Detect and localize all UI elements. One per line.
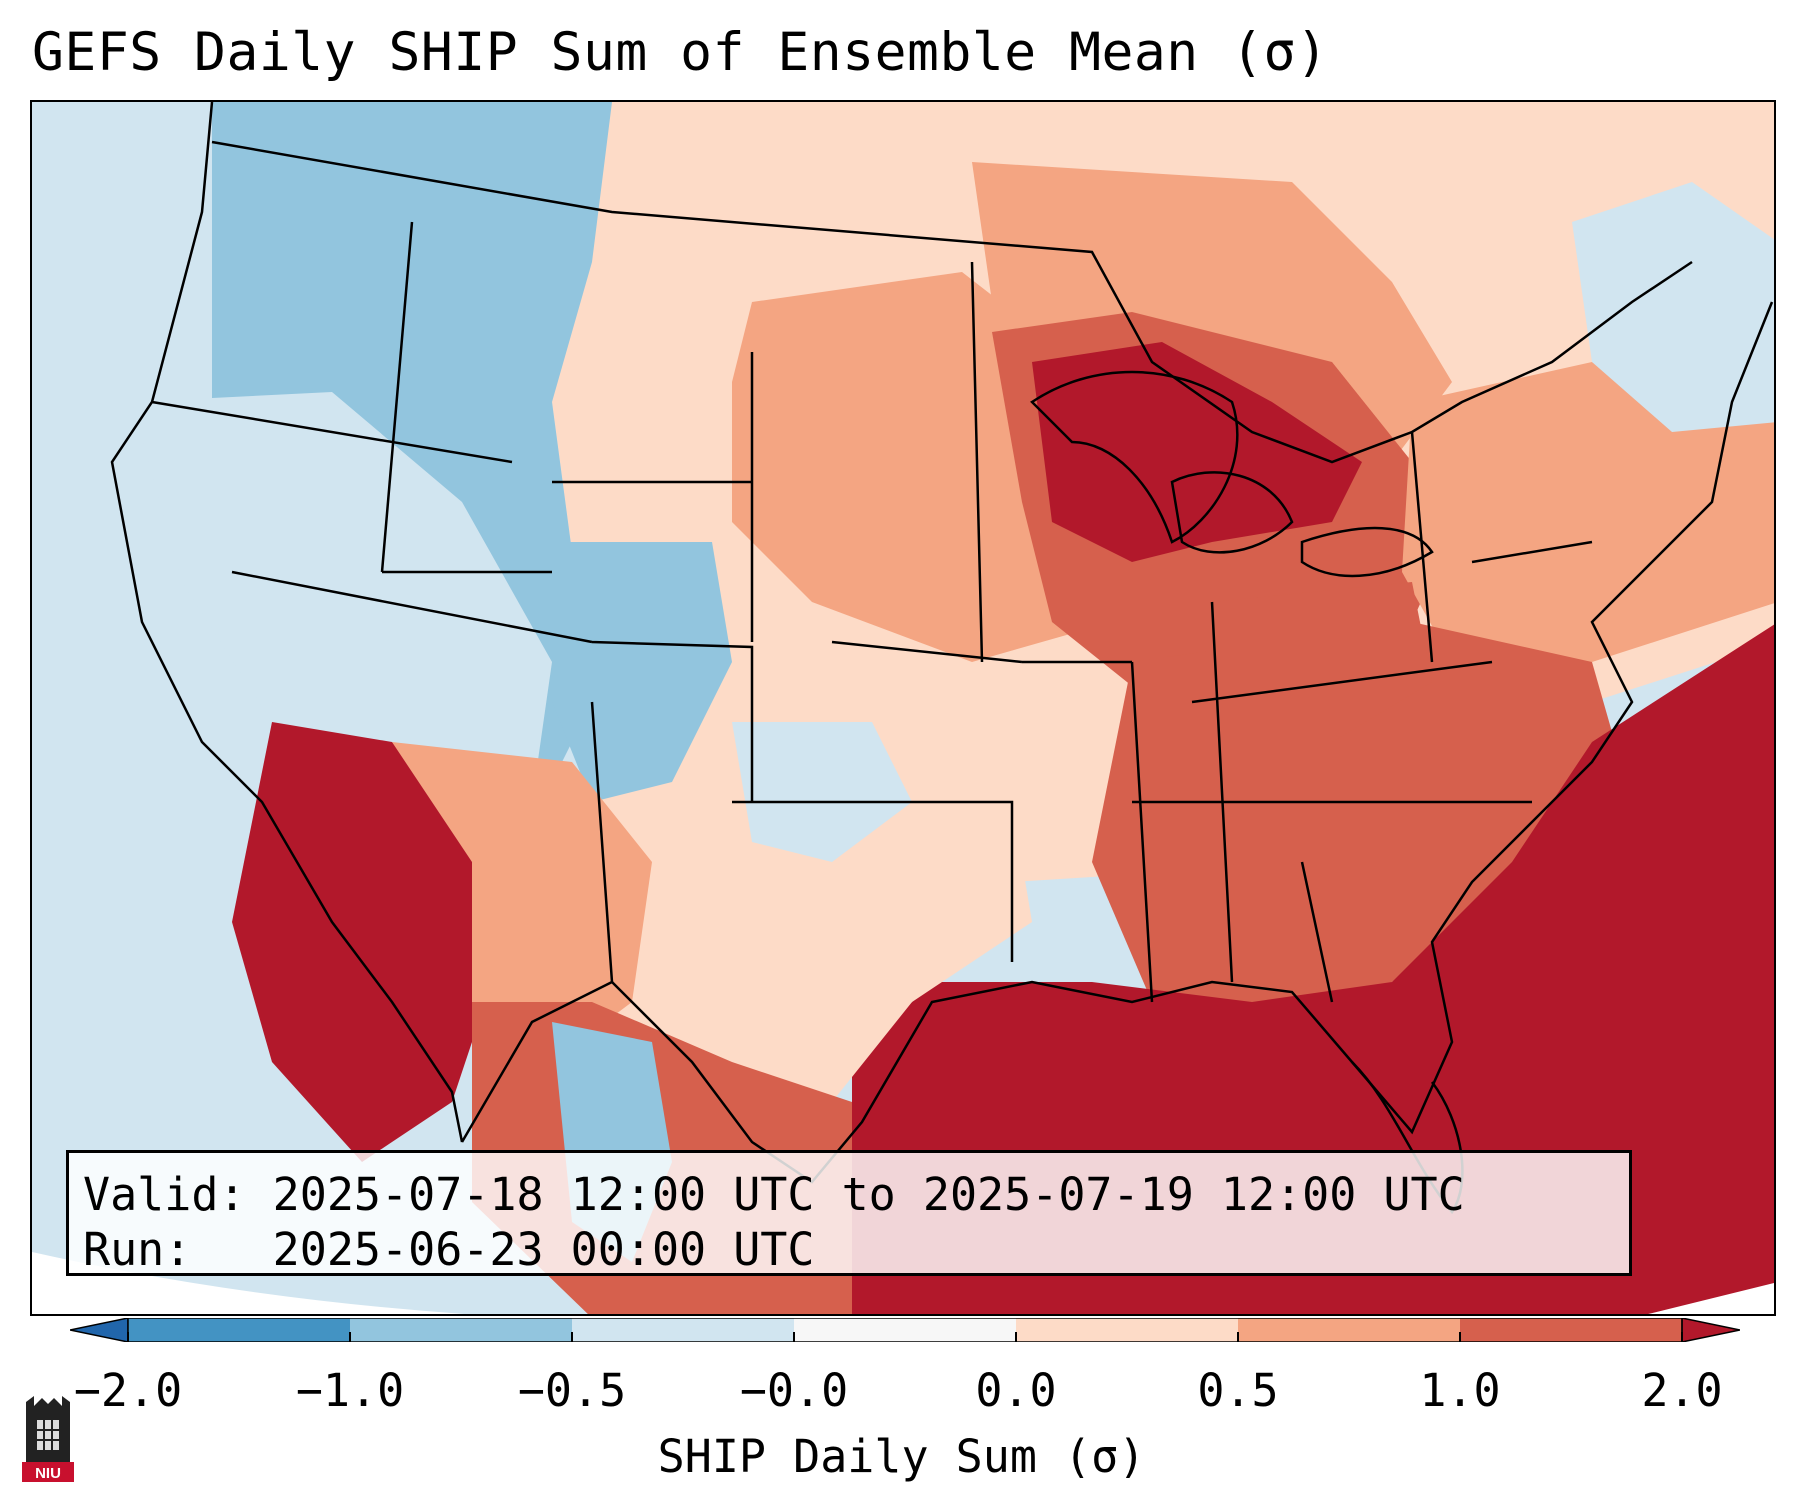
- boundaries: [110, 102, 1774, 1215]
- page-title: GEFS Daily SHIP Sum of Ensemble Mean (σ): [32, 22, 1329, 83]
- colorbar: [70, 1318, 1740, 1342]
- colorbar-frame: [127, 1318, 1683, 1342]
- colorbar-bin: [794, 1318, 1016, 1342]
- colorbar-tick-label: 0.0: [975, 1364, 1057, 1417]
- colorbar-tick-label: −0.5: [517, 1364, 627, 1417]
- colorbar-bin: [128, 1318, 350, 1342]
- region-new-england: [1572, 182, 1774, 432]
- projection-edge-right: [1648, 1282, 1774, 1314]
- region-gulf-atlantic: [852, 624, 1774, 1314]
- region-great-lakes-core: [1032, 342, 1362, 562]
- colorbar-tick-label: −0.0: [739, 1364, 849, 1417]
- projection-edge: [32, 1252, 465, 1314]
- run-time-text: Run: 2025-06-23 00:00 UTC: [83, 1223, 815, 1276]
- colorbar-extend-low: [70, 1318, 129, 1342]
- canada-border: [211, 140, 1693, 464]
- colorbar-tick-label: 2.0: [1641, 1364, 1723, 1417]
- region-ohio-valley: [1212, 582, 1432, 742]
- colorbar-label: SHIP Daily Sum (σ): [657, 1430, 1146, 1483]
- great-lakes-outline: [1030, 370, 1434, 578]
- niu-window-lines: [37, 1420, 59, 1450]
- colorbar-bin: [1460, 1318, 1682, 1342]
- colorbar-tick-label: −2.0: [73, 1364, 183, 1417]
- region-great-basin: [132, 392, 552, 802]
- niu-logo-text: NIU: [35, 1465, 61, 1482]
- niu-window-grid: [37, 1420, 59, 1450]
- region-colorado: [552, 542, 732, 802]
- niu-banner: [22, 1462, 74, 1482]
- valid-time-text: Valid: 2025-07-18 12:00 UTC to 2025-07-1…: [83, 1168, 1465, 1221]
- validity-info-box: Valid: 2025-07-18 12:00 UTC to 2025-07-1…: [66, 1150, 1632, 1276]
- map-panel: [30, 100, 1776, 1316]
- colorbar-tick-label: 0.5: [1197, 1364, 1279, 1417]
- ship-map: [32, 102, 1774, 1314]
- region-desert-southwest: [232, 722, 492, 1162]
- colorbar-extend-high: [1681, 1318, 1740, 1342]
- colorbar-bin: [572, 1318, 794, 1342]
- region-southwest-orange: [392, 742, 652, 1062]
- colorbar-tick-label: −1.0: [295, 1364, 405, 1417]
- state-lines: [151, 221, 1593, 1003]
- region-northeast: [1402, 362, 1774, 662]
- colorbar-bin: [1238, 1318, 1460, 1342]
- region-texas-blue: [732, 722, 912, 862]
- colorbar-bin: [350, 1318, 572, 1342]
- colorbar-tick-label: 1.0: [1419, 1364, 1501, 1417]
- niu-logo-icon: NIU: [22, 1396, 74, 1482]
- colorbar-bin: [1016, 1318, 1238, 1342]
